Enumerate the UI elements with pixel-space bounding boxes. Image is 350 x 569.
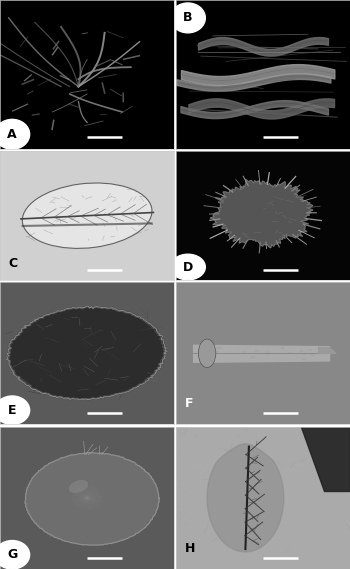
Text: B: B	[183, 11, 193, 24]
Circle shape	[0, 396, 30, 424]
Ellipse shape	[198, 339, 216, 368]
Polygon shape	[207, 444, 284, 552]
Text: C: C	[9, 257, 18, 270]
Text: D: D	[183, 261, 193, 274]
Ellipse shape	[69, 480, 88, 493]
Circle shape	[0, 541, 30, 569]
Circle shape	[170, 3, 205, 33]
Text: G: G	[7, 549, 18, 561]
Polygon shape	[301, 427, 350, 490]
Polygon shape	[25, 452, 159, 545]
Text: H: H	[184, 542, 195, 555]
Text: A: A	[7, 128, 17, 141]
Polygon shape	[318, 348, 336, 353]
Text: E: E	[8, 404, 16, 417]
Circle shape	[0, 119, 30, 149]
Polygon shape	[210, 179, 313, 248]
Ellipse shape	[22, 183, 152, 249]
Circle shape	[170, 254, 205, 280]
Polygon shape	[6, 306, 167, 400]
Text: F: F	[184, 397, 193, 410]
